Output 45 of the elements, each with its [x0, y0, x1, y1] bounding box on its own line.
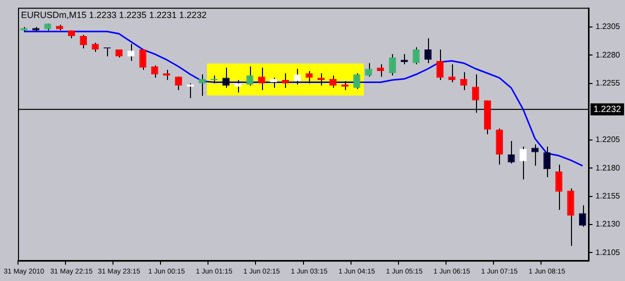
- candlestick: [376, 64, 384, 78]
- candlestick: [543, 146, 550, 178]
- candlestick: [306, 70, 313, 84]
- candlestick: [139, 49, 146, 70]
- ref-line-label: 1.2232: [594, 104, 622, 114]
- candlestick: [353, 72, 360, 90]
- chart-title: EURUSDm,M15 1.2233 1.2235 1.2231 1.2232: [21, 10, 207, 20]
- candlestick: [92, 42, 99, 52]
- y-tick-label: 1.2255: [596, 78, 621, 88]
- y-tick-label: 1.2280: [596, 50, 621, 60]
- candlestick: [365, 62, 372, 78]
- candlestick: [341, 80, 348, 91]
- candlestick: [448, 64, 456, 83]
- candlestick: [531, 144, 539, 166]
- candlestick: [400, 54, 408, 65]
- candlestick: [567, 188, 574, 246]
- candlestick: [329, 75, 337, 88]
- y-tick-label: 1.2155: [596, 191, 621, 200]
- candlestick: [151, 64, 158, 78]
- candlestick: [222, 67, 230, 88]
- candlestick: [270, 77, 278, 88]
- candlestick: [436, 49, 444, 81]
- candlestick: [388, 54, 396, 76]
- candlestick: [282, 72, 290, 88]
- candlestick: [198, 74, 206, 96]
- candlestick: [424, 38, 432, 64]
- y-tick-label: 1.2205: [596, 135, 621, 144]
- candlestick: [496, 128, 503, 166]
- candlestick: [127, 43, 134, 62]
- candlestick: [508, 140, 515, 164]
- candlestick: [258, 67, 266, 91]
- y-tick-label: 1.2180: [596, 163, 621, 172]
- y-tick-label: 1.2305: [596, 22, 621, 32]
- candlestick: [520, 146, 527, 180]
- candlestick: [234, 80, 242, 93]
- candlestick: [555, 164, 562, 210]
- candlestick: [412, 46, 420, 65]
- candlestick: [246, 66, 254, 86]
- candlestick: [460, 72, 468, 91]
- candlestick: [186, 82, 194, 99]
- y-tick-label: 1.2130: [596, 220, 621, 229]
- candlestick: [294, 68, 301, 86]
- candlestick: [174, 76, 182, 91]
- y-tick-label: 1.2105: [596, 248, 621, 257]
- candlestick: [579, 204, 586, 228]
